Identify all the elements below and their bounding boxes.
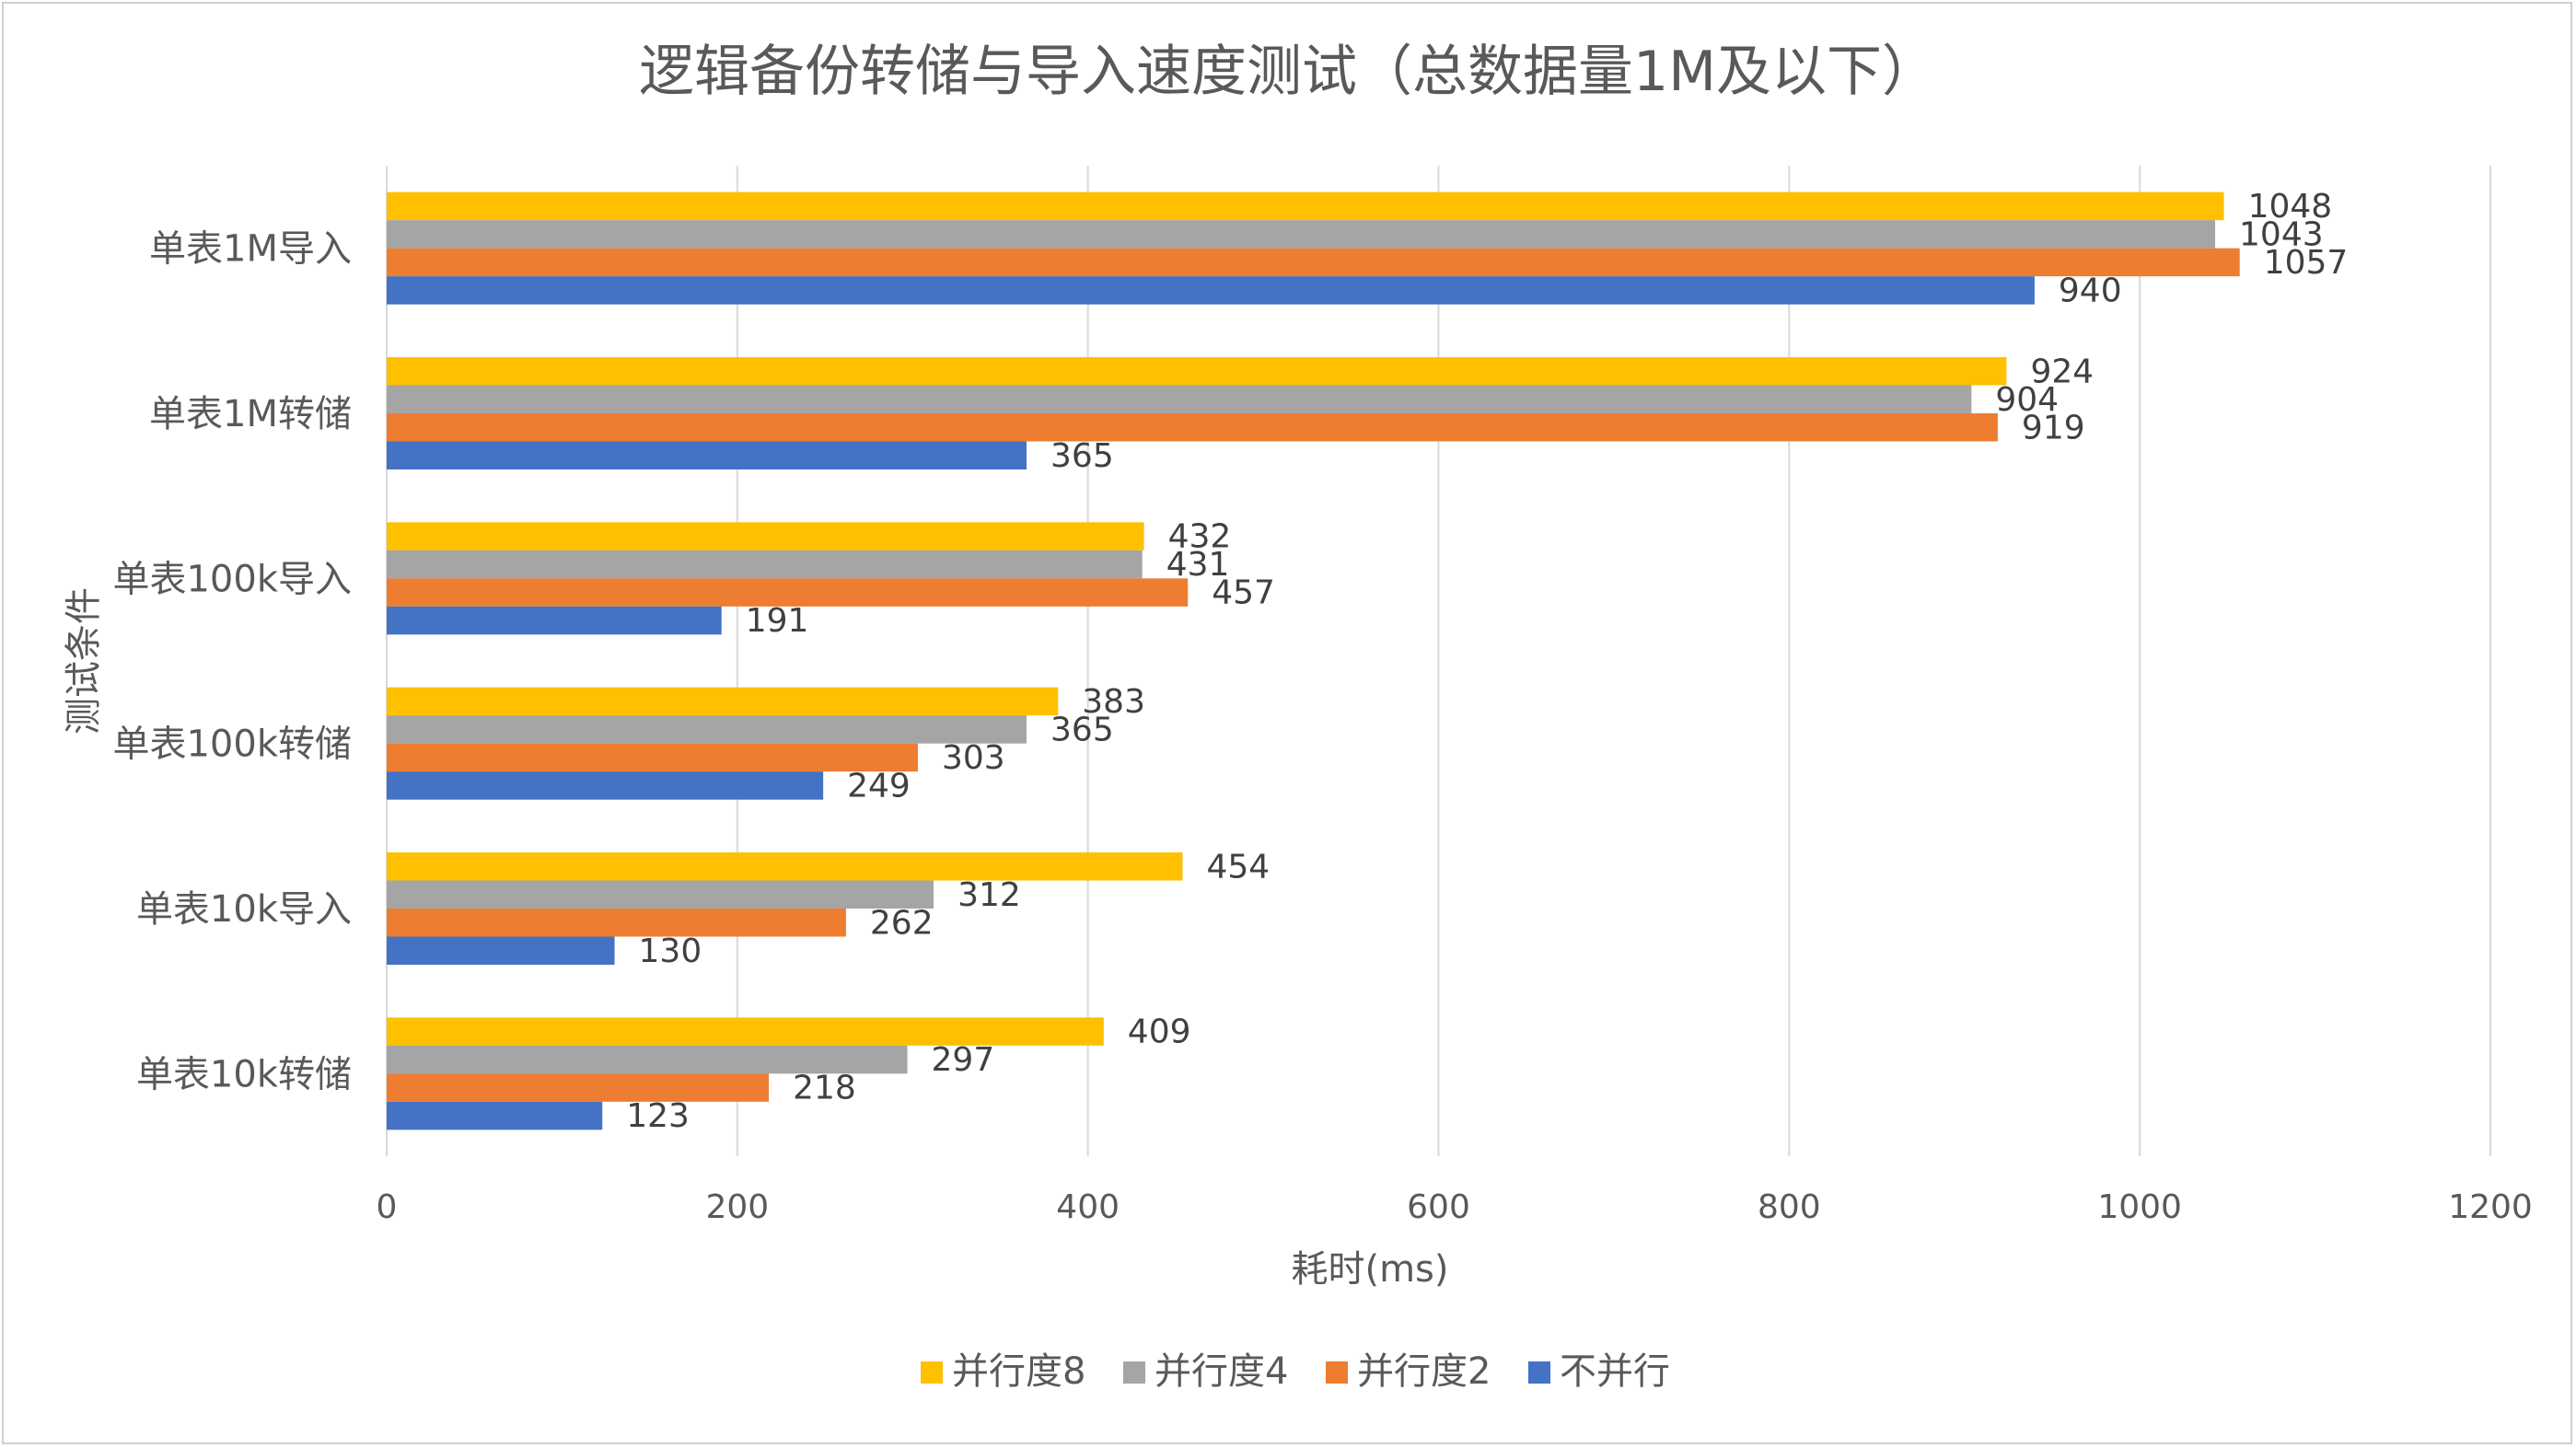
legend-swatch <box>1528 1361 1550 1384</box>
bar-不并行-单表10k转储 <box>387 1101 603 1130</box>
category-label: 单表10k导入 <box>136 888 352 931</box>
bar-并行度8-单表10k导入 <box>387 852 1183 881</box>
legend: 并行度8 并行度4 并行度2 不并行 <box>921 1350 1670 1393</box>
chart-title: 逻辑备份转储与导入速度测试（总数据量1M及以下） <box>639 40 1937 104</box>
data-label: 312 <box>957 876 1021 914</box>
data-label: 940 <box>2059 272 2122 309</box>
data-label: 130 <box>639 933 702 970</box>
data-label: 303 <box>942 739 1005 777</box>
data-label: 249 <box>847 767 911 805</box>
y-axis-categories: 单表1M导入单表1M转储单表100k导入单表100k转储单表10k导入单表10k… <box>112 228 352 1096</box>
x-axis-ticks: 0 200 400 600 800 1000 1200 <box>377 1188 2533 1226</box>
data-label: 191 <box>746 602 809 640</box>
bar-并行度2-单表10k导入 <box>387 909 846 937</box>
x-tick-label: 1200 <box>2448 1188 2533 1226</box>
bar-并行度4-单表10k转储 <box>387 1045 908 1074</box>
data-label: 924 <box>2030 353 2094 390</box>
data-label: 1043 <box>2239 215 2324 253</box>
legend-label: 并行度8 <box>952 1350 1085 1393</box>
category-label: 单表100k转储 <box>112 724 352 766</box>
data-label: 431 <box>1166 546 1230 584</box>
category-label: 单表1M导入 <box>149 228 352 271</box>
bar-并行度4-单表10k导入 <box>387 880 934 909</box>
legend-label: 并行度4 <box>1155 1350 1288 1393</box>
bar-并行度2-单表1M导入 <box>387 248 2240 277</box>
x-tick-label: 400 <box>1056 1188 1120 1226</box>
data-label: 1048 <box>2248 188 2333 226</box>
bar-并行度4-单表100k导入 <box>387 550 1143 579</box>
data-label: 365 <box>1050 437 1114 475</box>
data-label: 432 <box>1168 518 1232 556</box>
x-tick-label: 200 <box>705 1188 769 1226</box>
data-label: 123 <box>626 1097 690 1135</box>
data-label: 904 <box>1995 381 2059 419</box>
bar-不并行-单表100k导入 <box>387 606 722 635</box>
x-tick-label: 600 <box>1407 1188 1470 1226</box>
gridlines <box>386 166 2491 1156</box>
data-label: 454 <box>1206 848 1270 886</box>
legend-swatch <box>1326 1361 1348 1384</box>
bars <box>387 191 2240 1130</box>
legend-swatch <box>921 1361 943 1384</box>
bar-并行度8-单表10k转储 <box>387 1017 1104 1046</box>
data-label: 365 <box>1050 711 1114 748</box>
x-tick-label: 1000 <box>2097 1188 2182 1226</box>
data-label: 919 <box>2022 409 2085 446</box>
bar-并行度8-单表100k转储 <box>387 687 1059 716</box>
category-label: 单表10k转储 <box>136 1053 352 1095</box>
bar-并行度8-单表1M导入 <box>387 191 2224 221</box>
bar-不并行-单表10k导入 <box>387 936 615 965</box>
bar-并行度2-单表100k转储 <box>387 743 918 772</box>
bar-并行度8-单表100k导入 <box>387 522 1144 550</box>
legend-swatch <box>1123 1361 1145 1384</box>
data-label: 297 <box>932 1041 995 1079</box>
data-label: 262 <box>870 904 934 942</box>
bar-并行度8-单表1M转储 <box>387 357 2007 386</box>
y-axis-title: 测试条件 <box>63 587 105 735</box>
data-label: 383 <box>1082 683 1145 721</box>
data-label: 457 <box>1212 574 1275 612</box>
data-label: 409 <box>1128 1014 1191 1051</box>
data-label: 1057 <box>2264 244 2349 282</box>
legend-label: 并行度2 <box>1357 1350 1491 1393</box>
bar-并行度4-单表1M导入 <box>387 220 2216 249</box>
bar-不并行-单表100k转储 <box>387 771 824 800</box>
bar-并行度2-单表100k导入 <box>387 578 1189 607</box>
category-label: 单表100k导入 <box>112 558 352 600</box>
x-axis-title: 耗时(ms) <box>1291 1248 1448 1291</box>
bar-并行度4-单表1M转储 <box>387 385 1972 413</box>
bar-不并行-单表1M导入 <box>387 276 2035 305</box>
data-label: 218 <box>793 1070 856 1107</box>
bar-不并行-单表1M转储 <box>387 441 1027 469</box>
x-tick-label: 800 <box>1758 1188 1821 1226</box>
bar-并行度4-单表100k转储 <box>387 715 1027 744</box>
bar-并行度2-单表1M转储 <box>387 413 1998 442</box>
category-label: 单表1M转储 <box>149 393 352 435</box>
x-tick-label: 0 <box>377 1188 398 1226</box>
bar-并行度2-单表10k转储 <box>387 1073 770 1102</box>
legend-label: 不并行 <box>1560 1350 1670 1393</box>
